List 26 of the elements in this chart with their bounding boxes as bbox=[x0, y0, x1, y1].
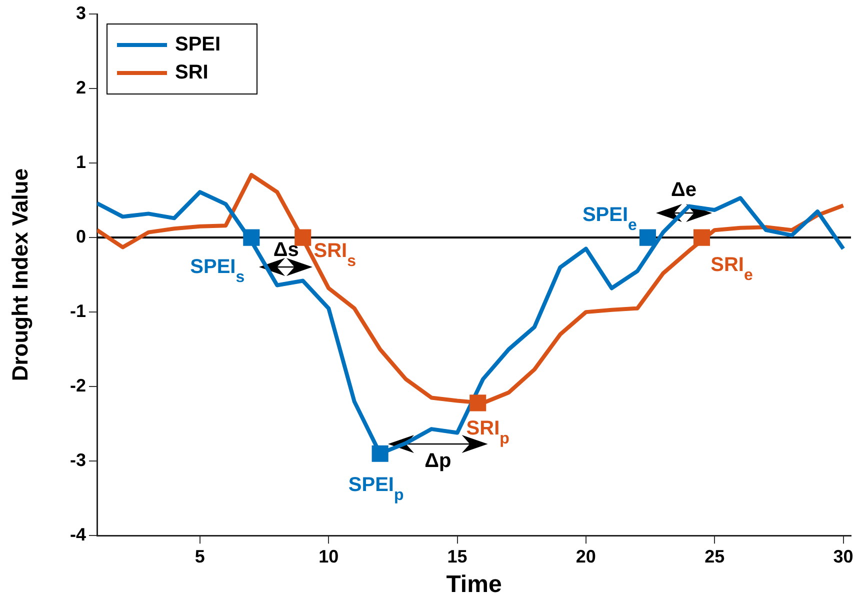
x-tick-label: 30 bbox=[833, 546, 854, 566]
y-axis-title: Drought Index Value bbox=[7, 168, 32, 382]
x-tick-label: 15 bbox=[447, 546, 468, 566]
point bbox=[470, 394, 486, 412]
x-tick-label: 20 bbox=[576, 546, 596, 566]
y-tick-label: 1 bbox=[76, 152, 86, 172]
x-tick-label: 10 bbox=[318, 546, 339, 566]
legend-label: SRI bbox=[175, 62, 208, 84]
annotation: Δp bbox=[424, 450, 452, 472]
point bbox=[372, 445, 388, 462]
x-axis-title: Time bbox=[446, 571, 502, 598]
y-tick-label: -2 bbox=[70, 376, 86, 396]
annotation: Δe bbox=[670, 178, 696, 201]
y-tick-label: -1 bbox=[70, 301, 86, 322]
annotation: Δs bbox=[273, 238, 299, 261]
y-tick-label: -3 bbox=[70, 450, 86, 470]
y-tick-label: -4 bbox=[70, 524, 86, 545]
x-tick-label: 25 bbox=[704, 546, 725, 566]
y-tick-label: 2 bbox=[76, 77, 86, 98]
point bbox=[243, 229, 260, 246]
y-tick-label: 0 bbox=[76, 226, 86, 247]
x-tick-label: 5 bbox=[194, 546, 205, 566]
y-tick-label: 3 bbox=[76, 2, 86, 23]
point bbox=[693, 229, 710, 246]
legend-label: SPEI bbox=[175, 34, 221, 56]
point bbox=[639, 229, 656, 246]
